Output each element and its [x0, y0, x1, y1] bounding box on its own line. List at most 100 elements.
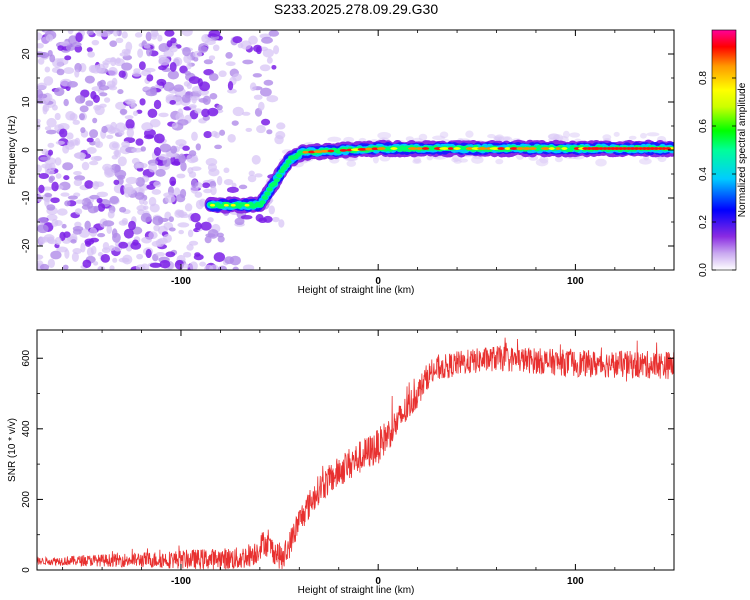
noise-speckle	[57, 208, 68, 216]
noise-speckle	[187, 229, 194, 238]
noise-speckle	[219, 129, 226, 136]
noise-speckle	[88, 160, 99, 166]
haze-speckle	[539, 155, 549, 164]
noise-speckle	[101, 247, 111, 254]
noise-speckle	[170, 145, 178, 154]
noise-speckle	[39, 156, 51, 161]
spectrogram-x-ticks: -100 0 100	[62, 30, 655, 287]
noise-speckle	[164, 194, 176, 203]
ridge-core	[244, 203, 250, 207]
noise-speckle	[124, 115, 134, 120]
noise-speckle	[157, 34, 163, 42]
noise-speckle	[149, 118, 161, 128]
noise-speckle	[158, 57, 171, 66]
noise-speckle	[44, 192, 53, 198]
noise-speckle	[156, 78, 167, 86]
ridge-core	[465, 147, 474, 150]
noise-speckle	[177, 108, 184, 118]
noise-speckle	[140, 212, 152, 223]
noise-speckle	[89, 129, 99, 139]
noise-speckle	[147, 108, 158, 119]
noise-speckle	[43, 76, 54, 86]
noise-speckle	[48, 176, 54, 184]
noise-speckle	[93, 261, 99, 266]
noise-speckle	[81, 204, 91, 210]
noise-speckle	[195, 199, 204, 210]
ridge-core	[371, 147, 379, 151]
noise-speckle	[216, 104, 223, 111]
noise-speckle	[50, 250, 62, 260]
ridge-core	[555, 147, 561, 150]
noise-speckle	[86, 137, 94, 143]
figure-title: S233.2025.278.09.29.G30	[274, 1, 438, 17]
colorbar-label: Normalized spectral amplitude	[737, 82, 748, 217]
noise-speckle	[117, 89, 124, 95]
haze-speckle	[379, 155, 391, 162]
noise-speckle	[213, 131, 221, 139]
x-tick-label: 100	[567, 576, 584, 587]
noise-speckle	[155, 168, 166, 177]
noise-speckle	[71, 41, 82, 48]
ridge-core	[665, 147, 672, 150]
noise-speckle	[131, 157, 140, 165]
noise-speckle	[208, 55, 216, 61]
noise-speckle	[121, 140, 130, 148]
noise-speckle	[263, 215, 273, 223]
noise-speckle	[41, 148, 49, 155]
haze-speckle	[465, 130, 474, 138]
noise-speckle	[276, 122, 286, 130]
noise-speckle	[89, 194, 100, 200]
noise-speckle	[278, 219, 285, 228]
snr-frame	[36, 329, 675, 571]
noise-speckle	[153, 224, 160, 232]
noise-speckle	[259, 64, 271, 72]
noise-speckle	[242, 264, 255, 270]
noise-speckle	[188, 171, 197, 178]
haze-speckle	[377, 131, 392, 140]
y-tick-label: 400	[21, 420, 32, 437]
noise-speckle	[191, 179, 198, 188]
noise-speckle	[112, 30, 119, 37]
snr-y-label: SNR (10 * v/v)	[7, 418, 18, 482]
noise-speckle	[65, 44, 76, 51]
noise-speckle	[218, 70, 227, 78]
noise-speckle	[227, 134, 236, 143]
noise-speckle	[99, 92, 108, 97]
noise-speckle	[218, 265, 227, 270]
noise-speckle	[245, 127, 253, 132]
noise-speckle	[79, 105, 89, 113]
noise-speckle	[197, 45, 209, 53]
noise-speckle	[214, 144, 223, 150]
noise-speckle	[165, 94, 177, 102]
noise-speckle	[71, 252, 79, 262]
noise-speckle	[69, 112, 78, 121]
noise-speckle	[114, 164, 121, 173]
noise-speckle	[119, 206, 127, 213]
noise-speckle	[118, 241, 129, 249]
noise-speckle	[203, 131, 212, 139]
noise-speckle	[79, 113, 85, 121]
noise-speckle	[273, 45, 280, 55]
noise-speckle	[74, 208, 83, 215]
x-tick-label: -100	[171, 576, 191, 587]
noise-speckle	[268, 30, 280, 37]
noise-speckle	[137, 209, 145, 215]
haze-speckle	[639, 132, 647, 139]
noise-speckle	[167, 70, 179, 80]
haze-speckle	[343, 136, 355, 143]
ridge-core	[421, 147, 430, 150]
noise-speckle	[64, 200, 71, 207]
noise-speckle	[178, 153, 186, 164]
noise-speckle	[72, 225, 84, 232]
noise-speckle	[89, 227, 98, 237]
noise-speckle	[108, 66, 118, 77]
noise-speckle	[268, 205, 276, 215]
ridge-core	[509, 147, 518, 150]
noise-speckle	[103, 97, 111, 103]
noise-speckle	[204, 39, 216, 45]
noise-speckle	[98, 85, 110, 91]
x-tick-label: 100	[567, 276, 584, 287]
noise-speckle	[130, 104, 136, 109]
noise-speckle	[178, 229, 185, 235]
noise-speckle	[79, 153, 86, 161]
